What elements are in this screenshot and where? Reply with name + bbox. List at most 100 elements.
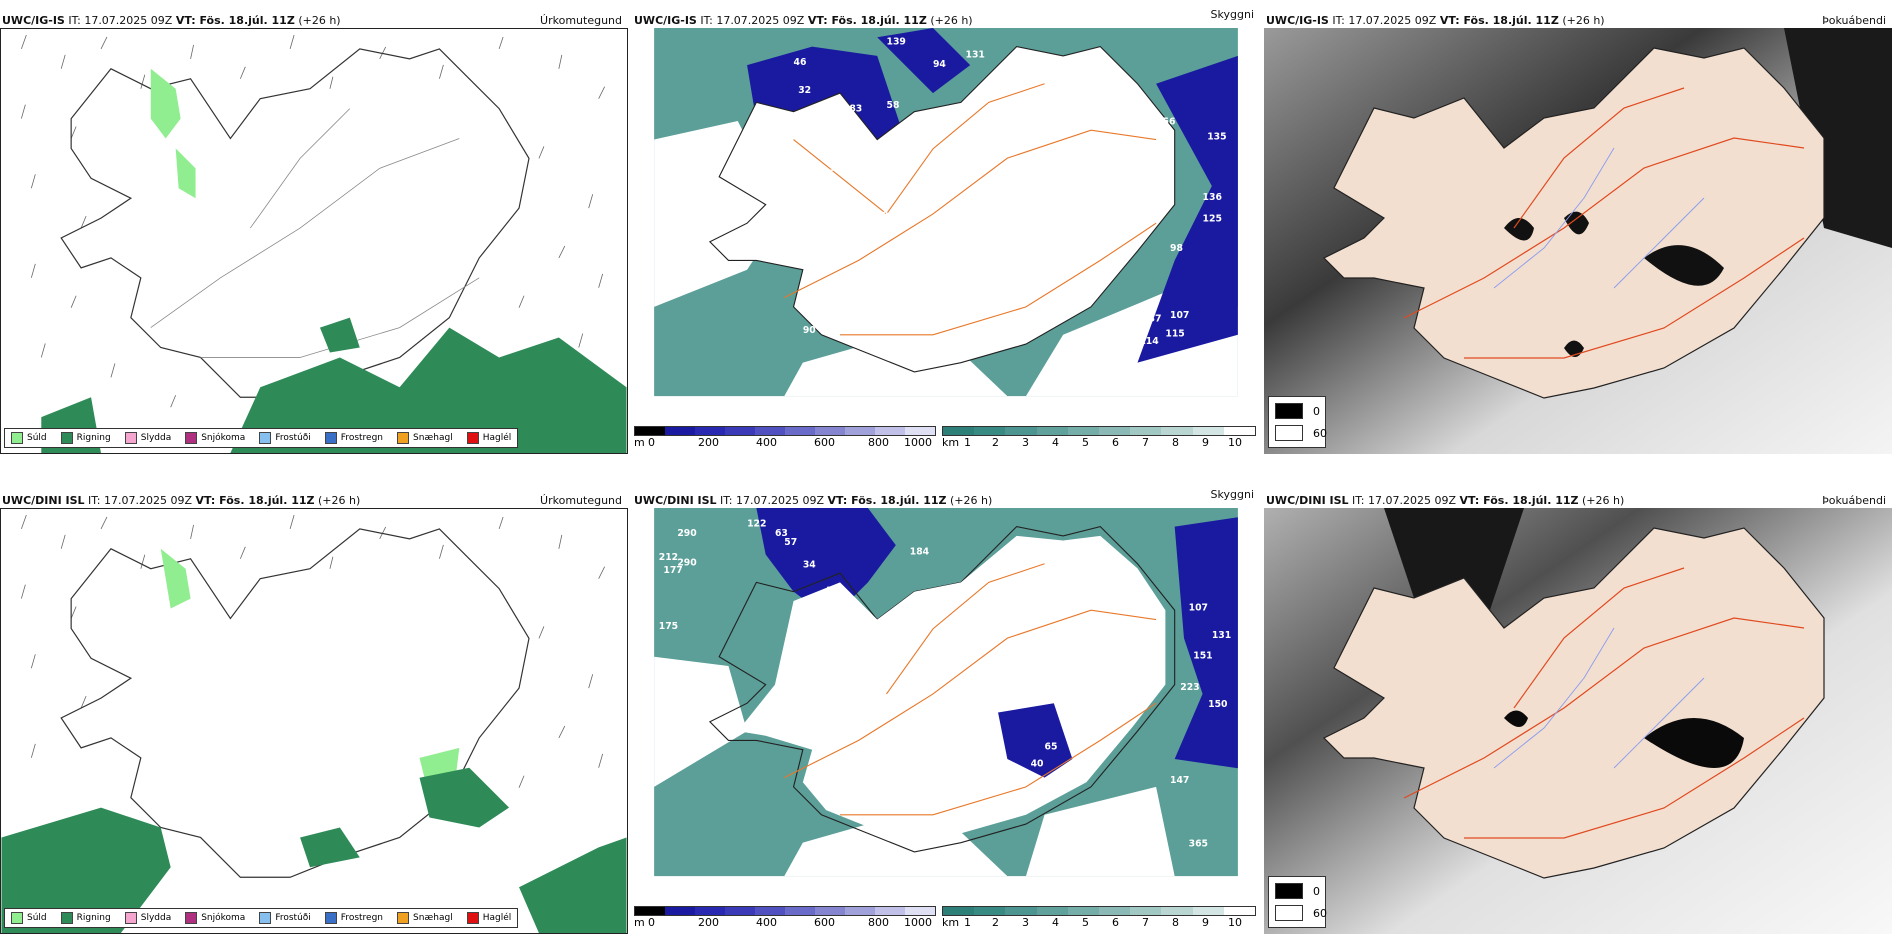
svg-text:63: 63 bbox=[775, 528, 788, 539]
svg-text:137: 137 bbox=[1142, 314, 1161, 325]
svg-text:115: 115 bbox=[1165, 329, 1184, 340]
legend-swatch bbox=[60, 432, 73, 444]
visibility-labels: 139 94 131 46 32 83 58 132 34 36 64 89 4… bbox=[673, 37, 1227, 347]
svg-text:248: 248 bbox=[1137, 807, 1156, 818]
svg-text:156: 156 bbox=[1156, 117, 1175, 128]
svg-text:175: 175 bbox=[659, 621, 678, 632]
svg-text:290: 290 bbox=[677, 558, 697, 569]
svg-text:41: 41 bbox=[817, 619, 830, 630]
precip-map bbox=[0, 28, 628, 454]
legend-swatch bbox=[60, 912, 73, 924]
coastline bbox=[708, 45, 1176, 373]
svg-text:365: 365 bbox=[1189, 838, 1208, 849]
svg-text:316: 316 bbox=[1124, 823, 1143, 834]
svg-text:131: 131 bbox=[966, 50, 985, 61]
panel-header: UWC/DINI ISL IT: 17.07.2025 09Z VT: Fös.… bbox=[634, 494, 993, 507]
svg-text:34: 34 bbox=[803, 559, 816, 570]
panel-header: UWC/DINI ISL IT: 17.07.2025 09Z VT: Fös.… bbox=[2, 494, 361, 507]
panel-precip-dini: UWC/DINI ISL IT: 17.07.2025 09Z VT: Fös.… bbox=[0, 486, 628, 934]
visibility-colorbar-m: m 0 200 400 600 800 1000 bbox=[634, 426, 936, 452]
fog-swatch-white bbox=[1275, 905, 1303, 921]
svg-text:40: 40 bbox=[817, 632, 830, 643]
svg-text:122: 122 bbox=[747, 519, 766, 530]
low-vis-area bbox=[756, 508, 1238, 778]
roads bbox=[1403, 567, 1805, 839]
legend-swatch bbox=[397, 432, 410, 444]
roads bbox=[784, 83, 1157, 336]
svg-text:151: 151 bbox=[1193, 651, 1212, 662]
svg-text:40: 40 bbox=[1031, 758, 1044, 769]
panel-header: UWC/IG-IS IT: 17.07.2025 09Z VT: Fös. 18… bbox=[2, 14, 341, 27]
roads bbox=[784, 563, 1157, 816]
wind-barbs bbox=[20, 34, 605, 418]
svg-text:57: 57 bbox=[784, 537, 797, 548]
legend-swatch bbox=[397, 912, 410, 924]
svg-text:147: 147 bbox=[1170, 775, 1189, 786]
panel-title: Skyggni bbox=[1210, 488, 1254, 501]
svg-text:150: 150 bbox=[1208, 699, 1228, 710]
svg-text:53: 53 bbox=[854, 215, 867, 226]
legend-swatch bbox=[185, 432, 198, 444]
svg-text:132: 132 bbox=[673, 137, 692, 148]
coastline bbox=[60, 48, 530, 398]
svg-text:114: 114 bbox=[1139, 336, 1159, 347]
svg-text:94: 94 bbox=[933, 59, 946, 70]
panel-title: Úrkomutegund bbox=[540, 494, 622, 507]
panel-visibility-dini: UWC/DINI ISL IT: 17.07.2025 09Z VT: Fös.… bbox=[632, 486, 1260, 934]
svg-text:107: 107 bbox=[1189, 602, 1208, 613]
svg-text:212: 212 bbox=[659, 552, 678, 563]
svg-text:136: 136 bbox=[1203, 192, 1222, 203]
rivers bbox=[1493, 627, 1705, 769]
panel-header: UWC/IG-IS IT: 17.07.2025 09Z VT: Fös. 18… bbox=[634, 14, 973, 27]
fog-swatch-black bbox=[1275, 403, 1303, 419]
svg-text:44: 44 bbox=[835, 215, 848, 226]
precip-legend: Súld Rigning Slydda Snjókoma Frostúði Fr… bbox=[4, 428, 519, 448]
svg-text:83: 83 bbox=[849, 104, 862, 115]
svg-text:107: 107 bbox=[1170, 310, 1189, 321]
rain-area bbox=[1, 767, 627, 933]
legend-swatch bbox=[124, 432, 137, 444]
svg-text:125: 125 bbox=[1203, 213, 1222, 224]
drizzle-area bbox=[160, 548, 460, 798]
svg-text:36: 36 bbox=[826, 586, 839, 597]
fog-map bbox=[1264, 508, 1892, 934]
svg-text:32: 32 bbox=[798, 85, 811, 96]
rain-area bbox=[41, 317, 627, 453]
fog-legend: 0 60 bbox=[1268, 396, 1327, 448]
visibility-colorbar-km: km 1 2 3 4 5 6 7 8 9 10 bbox=[942, 906, 1258, 932]
panel-title: Þokuábendi bbox=[1822, 494, 1886, 507]
fog-swatch-black bbox=[1275, 883, 1303, 899]
roads bbox=[150, 108, 480, 358]
legend-swatch bbox=[124, 912, 137, 924]
rivers bbox=[1493, 147, 1705, 289]
coastline bbox=[60, 528, 530, 878]
legend-swatch bbox=[259, 912, 272, 924]
visibility-labels: 290 122 63 57 212 290 177 34 175 36 41 4… bbox=[659, 519, 1231, 850]
panel-fog-igis: UWC/IG-IS IT: 17.07.2025 09Z VT: Fös. 18… bbox=[1264, 6, 1892, 454]
svg-text:184: 184 bbox=[910, 546, 930, 557]
svg-text:46: 46 bbox=[794, 57, 807, 68]
fog-legend: 0 60 bbox=[1268, 876, 1327, 928]
svg-text:139: 139 bbox=[887, 37, 906, 48]
panel-title: Skyggni bbox=[1210, 8, 1254, 21]
svg-text:34: 34 bbox=[831, 108, 844, 119]
visibility-colorbar-km: km 1 2 3 4 5 6 7 8 9 10 bbox=[942, 426, 1258, 452]
panel-fog-dini: UWC/DINI ISL IT: 17.07.2025 09Z VT: Fös.… bbox=[1264, 486, 1892, 934]
legend-swatch bbox=[324, 912, 337, 924]
svg-text:39: 39 bbox=[835, 669, 848, 680]
fog-swatch-white bbox=[1275, 425, 1303, 441]
panel-header: UWC/DINI ISL IT: 17.07.2025 09Z VT: Fös.… bbox=[1266, 494, 1625, 507]
precip-map bbox=[0, 508, 628, 934]
wind-barbs bbox=[20, 514, 605, 788]
fog-patches bbox=[1504, 710, 1744, 768]
svg-text:65: 65 bbox=[1045, 742, 1058, 753]
svg-text:51: 51 bbox=[933, 818, 946, 829]
panel-header: UWC/IG-IS IT: 17.07.2025 09Z VT: Fös. 18… bbox=[1266, 14, 1605, 27]
visibility-colorbar-m: m 0 200 400 600 800 1000 bbox=[634, 906, 936, 932]
precip-legend: Súld Rigning Slydda Snjókoma Frostúði Fr… bbox=[4, 908, 519, 928]
fog-map bbox=[1264, 28, 1892, 454]
svg-text:135: 135 bbox=[1207, 132, 1226, 143]
panel-title: Úrkomutegund bbox=[540, 14, 622, 27]
svg-text:177: 177 bbox=[663, 565, 682, 576]
svg-text:36: 36 bbox=[821, 169, 834, 180]
